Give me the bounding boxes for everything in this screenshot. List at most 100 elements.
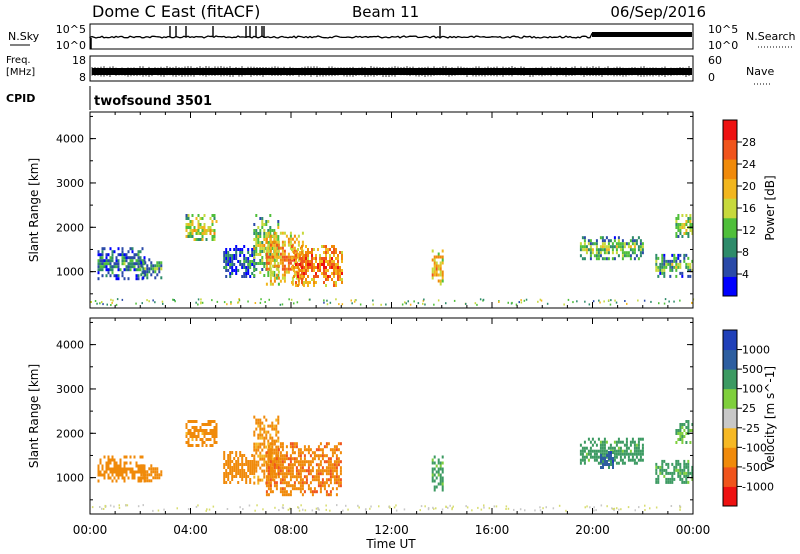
vel-echo-cell bbox=[309, 460, 312, 464]
power-echo-cell bbox=[303, 275, 305, 278]
power-echo-cell bbox=[271, 282, 274, 286]
power-echo-cell bbox=[265, 249, 268, 253]
power-echo-cell bbox=[158, 267, 161, 271]
vel-echo-cell bbox=[139, 455, 142, 459]
vel-echo-cell bbox=[601, 440, 604, 444]
vel-echo-cell bbox=[331, 463, 334, 467]
power-echo-cell bbox=[123, 262, 126, 266]
power-echo-cell bbox=[259, 247, 262, 250]
vel-echo-cell bbox=[337, 463, 340, 467]
freq-trace bbox=[91, 66, 692, 77]
power-echo-cell bbox=[287, 267, 290, 271]
vel-echo-cell bbox=[325, 469, 328, 473]
vel-echo-cell bbox=[309, 469, 312, 473]
power-echo-cell bbox=[315, 254, 317, 257]
power-echo-cell bbox=[603, 239, 606, 243]
vel-echo-cell bbox=[289, 507, 291, 510]
power-echo-cell bbox=[125, 253, 128, 257]
power-echo-cell bbox=[431, 249, 434, 253]
vel-echo-cell bbox=[148, 467, 151, 471]
vel-echo-cell bbox=[99, 458, 102, 462]
vel-echo-cell bbox=[299, 463, 302, 467]
power-echo-cell bbox=[111, 268, 114, 272]
vel-echo-cell bbox=[215, 432, 218, 435]
vel-echo-cell bbox=[269, 442, 272, 446]
power-colorbar-swatch bbox=[723, 139, 737, 160]
vel-echo-cell bbox=[229, 454, 232, 457]
power-echo-cell bbox=[131, 256, 134, 260]
power-echo-cell bbox=[142, 276, 145, 280]
vel-echo-cell bbox=[329, 481, 332, 485]
power-echo-cell bbox=[323, 260, 325, 263]
vel-echo-cell bbox=[617, 461, 620, 465]
vel-echo-cell bbox=[265, 433, 268, 437]
power-echo-cell bbox=[422, 299, 425, 302]
power-echo-cell bbox=[605, 248, 608, 252]
vel-echo-cell bbox=[271, 427, 274, 431]
power-echo-cell bbox=[311, 266, 313, 269]
power-echo-cell bbox=[301, 278, 303, 281]
vel-echo-cell bbox=[160, 473, 163, 477]
vel-echo-cell bbox=[305, 448, 308, 452]
power-echo-cell bbox=[431, 258, 434, 262]
vel-echo-cell bbox=[589, 506, 591, 509]
time-tick-label: 08:00 bbox=[274, 523, 309, 537]
power-echo-cell bbox=[576, 300, 578, 303]
power-echo-cell bbox=[301, 231, 304, 235]
power-echo-cell bbox=[675, 235, 678, 238]
vel-echo-cell bbox=[595, 452, 598, 456]
vel-echo-cell bbox=[311, 451, 314, 455]
power-echo-cell bbox=[585, 251, 588, 255]
power-echo-cell bbox=[441, 273, 444, 277]
vel-echo-cell bbox=[245, 457, 248, 460]
power-echo-cell bbox=[129, 247, 132, 251]
vel-echo-cell bbox=[619, 452, 622, 456]
vel-echo-cell bbox=[691, 477, 694, 481]
power-echo-cell bbox=[601, 248, 604, 252]
power-echo-cell bbox=[689, 229, 692, 232]
power-echo-cell bbox=[97, 271, 100, 275]
power-echo-cell bbox=[239, 254, 242, 257]
power-echo-cell bbox=[293, 251, 295, 254]
vel-echo-cell bbox=[265, 454, 268, 458]
vel-echo-cell bbox=[104, 504, 106, 507]
power-echo-cell bbox=[283, 243, 286, 247]
power-echo-cell bbox=[631, 248, 634, 252]
vel-echo-cell bbox=[269, 445, 272, 449]
power-echo-cell bbox=[661, 265, 664, 269]
power-echo-cell bbox=[201, 235, 204, 238]
vel-echo-cell bbox=[299, 466, 302, 470]
power-echo-cell bbox=[289, 255, 292, 259]
power-echo-cell bbox=[301, 272, 303, 275]
power-echo-cell bbox=[299, 264, 302, 268]
vel-echo-cell bbox=[227, 478, 230, 481]
vel-echo-cell bbox=[239, 506, 241, 509]
vel-echo-cell bbox=[277, 475, 280, 479]
power-echo-cell bbox=[637, 245, 640, 249]
power-echo-cell bbox=[474, 302, 477, 305]
vel-echo-cell bbox=[663, 474, 666, 478]
vel-echo-cell bbox=[655, 480, 658, 484]
vel-echo-cell bbox=[275, 475, 278, 479]
vel-echo-cell bbox=[281, 454, 284, 458]
power-echo-cell bbox=[433, 303, 435, 306]
vel-echo-cell bbox=[253, 454, 256, 458]
power-echo-cell bbox=[281, 264, 284, 268]
vel-echo-cell bbox=[223, 478, 226, 481]
power-echo-cell bbox=[609, 245, 612, 249]
vel-echo-cell bbox=[318, 508, 320, 511]
power-echo-cell bbox=[223, 254, 226, 257]
vel-echo-cell bbox=[277, 436, 280, 440]
power-echo-cell bbox=[691, 301, 693, 304]
vel-echo-cell bbox=[661, 471, 664, 475]
power-echo-cell bbox=[137, 277, 140, 281]
power-echo-cell bbox=[667, 259, 670, 263]
vel-echo-cell bbox=[370, 505, 372, 508]
vel-echo-cell bbox=[253, 469, 256, 472]
vel-echo-cell bbox=[254, 509, 256, 512]
power-echo-cell bbox=[271, 255, 274, 259]
vel-echo-cell bbox=[273, 475, 276, 479]
power-echo-cell bbox=[289, 231, 292, 235]
power-echo-cell bbox=[137, 256, 140, 260]
power-echo-cell bbox=[591, 248, 594, 252]
